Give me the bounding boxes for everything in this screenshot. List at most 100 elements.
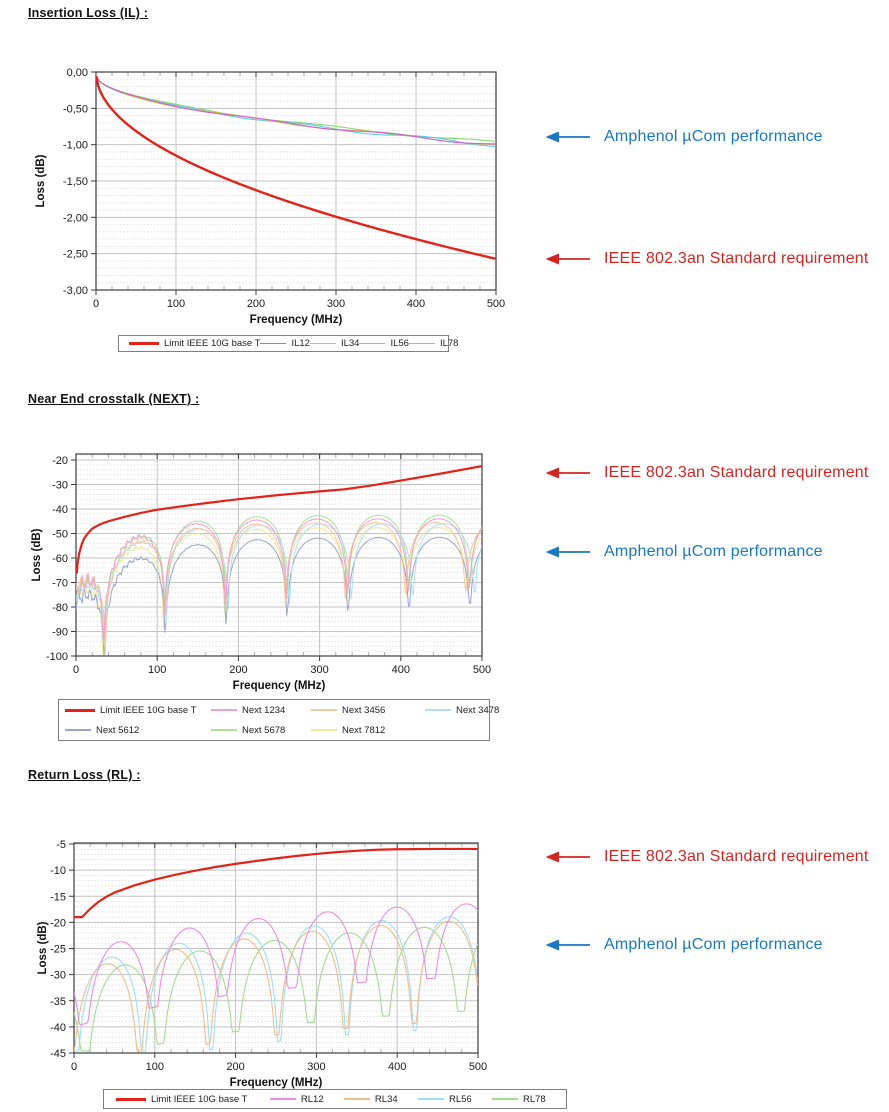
legend-item: Next 7812 (311, 725, 425, 736)
svg-text:-80: -80 (52, 602, 68, 614)
svg-text:-70: -70 (52, 578, 68, 590)
svg-text:500: 500 (473, 664, 491, 676)
annotation-label: IEEE 802.3an Standard requirement (604, 848, 869, 865)
il-heading: Insertion Loss (IL) : (28, 6, 149, 20)
svg-text:Frequency (MHz): Frequency (MHz) (230, 1077, 323, 1089)
svg-text:Loss (dB): Loss (dB) (37, 921, 49, 974)
svg-text:-40: -40 (50, 1022, 66, 1034)
il-legend: Limit IEEE 10G base T IL12 IL34 IL56 IL78 (118, 335, 458, 352)
legend-line-swatch (65, 708, 95, 712)
svg-text:300: 300 (310, 664, 328, 676)
next-chart: -20 -30 -40 -50 -60 -70 -80 -90 -100 0 100 200 300 40… (31, 453, 491, 692)
svg-text:-20: -20 (52, 455, 68, 467)
svg-text:-40: -40 (52, 504, 68, 516)
svg-text:Frequency (MHz): Frequency (MHz) (233, 680, 326, 692)
rl-performance-annotation: Amphenol µCom performance (545, 934, 823, 956)
legend-item: Limit IEEE 10G base T (129, 338, 260, 349)
next-heading: Near End crosstalk (NEXT) : (28, 392, 200, 406)
annotation-label: Amphenol µCom performance (604, 936, 823, 953)
svg-text:-20: -20 (50, 917, 66, 929)
svg-text:-10: -10 (50, 865, 66, 877)
legend-line-swatch (425, 709, 451, 711)
legend-item: IL56 (359, 338, 409, 349)
annotation-label: Amphenol µCom performance (604, 128, 823, 145)
legend-line-swatch (309, 342, 336, 345)
legend-item: IL34 (309, 338, 360, 349)
svg-text:Loss (dB): Loss (dB) (31, 528, 43, 581)
legend-line-swatch (129, 342, 159, 345)
svg-text:Frequency (MHz): Frequency (MHz) (250, 314, 343, 326)
legend-item: RL78 (491, 1093, 566, 1105)
svg-text:400: 400 (388, 1061, 406, 1073)
svg-text:0: 0 (71, 1061, 77, 1073)
svg-text:0,00: 0,00 (67, 67, 88, 79)
svg-text:-2,00: -2,00 (63, 212, 88, 224)
legend-line-swatch (343, 1098, 370, 1100)
legend-line-swatch (311, 709, 337, 711)
svg-text:0: 0 (73, 664, 79, 676)
svg-text:-45: -45 (50, 1048, 66, 1060)
left-arrow-icon (545, 466, 591, 480)
legend-item: Next 3456 (311, 705, 425, 716)
il-chart: 0,00 -0,50 -1,00 -1,50 -2,00 -2,50 -3,00 0 100 20… (35, 67, 505, 326)
legend-item: Limit IEEE 10G base T (65, 705, 211, 716)
legend-label: IL56 (390, 338, 409, 349)
svg-text:-100: -100 (46, 651, 68, 663)
svg-text:200: 200 (226, 1061, 244, 1073)
svg-text:-50: -50 (52, 529, 68, 541)
left-arrow-icon (545, 130, 591, 144)
svg-text:100: 100 (146, 1061, 164, 1073)
svg-text:400: 400 (407, 298, 425, 310)
svg-text:-1,00: -1,00 (63, 140, 88, 152)
legend-label: Next 3478 (456, 704, 500, 716)
legend-line-swatch (408, 342, 435, 345)
annotation-label: Amphenol µCom performance (604, 543, 823, 560)
legend-item: RL56 (417, 1094, 492, 1105)
left-arrow-icon (545, 545, 591, 559)
legend-label: RL34 (374, 1093, 398, 1105)
svg-text:100: 100 (167, 298, 185, 310)
svg-text:-5: -5 (56, 839, 66, 851)
legend-line-swatch (65, 729, 91, 731)
svg-text:-15: -15 (50, 891, 66, 903)
svg-text:200: 200 (229, 664, 247, 676)
legend-line-swatch (211, 709, 237, 711)
legend-label: Next 1234 (242, 704, 286, 716)
legend-line-swatch (311, 729, 337, 731)
legend-label: Limit IEEE 10G base T (164, 338, 261, 349)
svg-text:Loss (dB): Loss (dB) (35, 154, 47, 207)
next-legend: Limit IEEE 10G base T Next 1234 Next 3456 N… (58, 699, 499, 741)
rl-heading: Return Loss (RL) : (28, 768, 141, 782)
legend-item: Next 5612 (65, 725, 211, 736)
legend-line-swatch (359, 342, 386, 345)
legend-line-swatch (269, 1098, 296, 1100)
legend-label: Next 5612 (96, 724, 140, 736)
svg-text:200: 200 (247, 298, 265, 310)
left-arrow-icon (545, 850, 591, 864)
next-requirement-annotation: IEEE 802.3an Standard requirement (545, 462, 869, 484)
svg-text:-60: -60 (52, 553, 68, 565)
legend-item: IL78 (408, 338, 459, 349)
legend-item: Next 1234 (211, 705, 311, 716)
legend-line-swatch (211, 729, 237, 731)
legend-item: RL12 (269, 1094, 344, 1105)
legend-label: IL34 (340, 338, 360, 349)
legend-item: RL34 (343, 1093, 418, 1105)
legend-label: RL78 (522, 1093, 546, 1105)
legend-item: Limit IEEE 10G base T (116, 1094, 270, 1105)
svg-text:300: 300 (327, 298, 345, 310)
annotation-label: IEEE 802.3an Standard requirement (604, 464, 869, 481)
legend-item: Next 5678 (211, 725, 311, 736)
svg-text:-35: -35 (50, 996, 66, 1008)
legend-item: IL12 (260, 338, 310, 349)
svg-text:-30: -30 (52, 480, 68, 492)
svg-text:-90: -90 (52, 627, 68, 639)
svg-text:-0,50: -0,50 (63, 103, 88, 115)
legend-label: IL78 (439, 338, 459, 349)
legend-item: Next 3478 (425, 705, 499, 716)
svg-text:500: 500 (487, 298, 505, 310)
svg-text:500: 500 (469, 1061, 487, 1073)
legend-line-swatch (417, 1098, 444, 1100)
legend-line-swatch (260, 342, 287, 345)
rl-chart: -5 -10 -15 -20 -25 -30 -35 -40 -45 0 100 200 300 400 5… (37, 839, 487, 1089)
